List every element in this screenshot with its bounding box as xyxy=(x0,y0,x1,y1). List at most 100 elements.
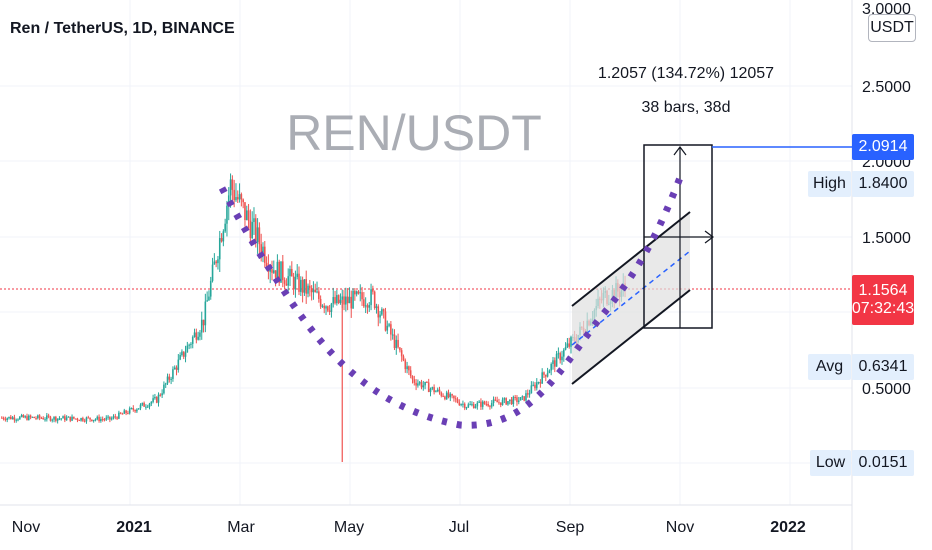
candle-body xyxy=(242,199,244,203)
candle-body xyxy=(323,305,326,309)
candle-body xyxy=(281,261,284,281)
candle-body xyxy=(245,210,248,220)
candle-body xyxy=(361,292,363,300)
candle-body xyxy=(429,388,432,393)
candle-body xyxy=(139,404,142,409)
candle-body xyxy=(240,194,243,200)
candle-body xyxy=(229,179,232,196)
price-tick-1-5: 1.5000 xyxy=(862,230,911,247)
candle-body xyxy=(544,374,547,377)
candle-body xyxy=(280,261,282,283)
candle-body xyxy=(552,360,554,364)
time-tick-2021: 2021 xyxy=(116,519,152,536)
channel-mid-line xyxy=(571,250,691,346)
candle-body xyxy=(512,396,515,405)
countdown-value: 07:32:43 xyxy=(851,300,915,317)
candle-body xyxy=(516,397,518,403)
candle-body xyxy=(462,403,464,405)
candle-body xyxy=(318,291,320,299)
candle-body xyxy=(393,334,396,349)
candle-body xyxy=(564,347,567,350)
candle-body xyxy=(550,363,552,371)
candle-body xyxy=(51,419,54,421)
candle-body xyxy=(107,416,109,418)
candle-body xyxy=(343,296,345,305)
candle-body xyxy=(150,401,153,404)
candle-body xyxy=(408,366,410,371)
candle-body xyxy=(424,381,426,386)
candle-body xyxy=(485,403,488,405)
candle-body xyxy=(283,280,286,284)
candle-body xyxy=(346,296,349,304)
candle-body xyxy=(377,306,380,318)
candle-body xyxy=(200,319,203,333)
candle-body xyxy=(496,400,498,403)
candle-body xyxy=(310,288,313,293)
candle-body xyxy=(130,408,133,410)
candle-body xyxy=(492,399,495,404)
candle-body xyxy=(570,337,572,347)
candle-body xyxy=(159,394,162,396)
measure-vertical-arrowhead xyxy=(673,146,687,156)
candle-body xyxy=(483,401,486,404)
candle-body xyxy=(58,418,61,420)
candle-body xyxy=(87,417,90,419)
candle-body xyxy=(170,378,172,380)
candle-body xyxy=(291,268,293,277)
candle-body xyxy=(553,360,556,367)
candle-body xyxy=(399,347,401,351)
candle-body xyxy=(535,382,538,389)
candle-body xyxy=(418,382,421,384)
currency-unit-button[interactable]: USDT xyxy=(868,14,916,42)
candle-body xyxy=(373,291,376,309)
candle-body xyxy=(137,408,140,410)
candle-body xyxy=(471,404,473,406)
candle-body xyxy=(528,393,531,395)
candle-body xyxy=(546,373,549,377)
candle-body xyxy=(363,299,365,307)
candle-body xyxy=(92,419,95,422)
measure-text-2: 38 bars, 38d xyxy=(642,99,731,116)
candle-body xyxy=(271,269,273,273)
candle-body xyxy=(80,418,82,421)
candle-body xyxy=(321,305,324,307)
candle-body xyxy=(128,408,131,414)
candle-body xyxy=(56,418,59,421)
candle-body xyxy=(146,406,149,408)
candle-body xyxy=(206,300,208,302)
high-value-box: 1.8400 xyxy=(852,171,914,197)
candle-body xyxy=(442,395,444,397)
candle-body xyxy=(211,264,214,281)
candle-body xyxy=(89,417,91,420)
candle-body xyxy=(31,416,34,418)
last-price-value: 1.1564 xyxy=(858,282,908,299)
candle-body xyxy=(384,311,387,331)
candle-body xyxy=(354,290,356,295)
candle-body xyxy=(172,369,174,379)
candle-body xyxy=(105,417,108,420)
candle-body xyxy=(22,415,25,418)
candle-body xyxy=(197,336,199,340)
candle-body xyxy=(375,306,378,309)
candle-body xyxy=(334,297,336,304)
candle-body xyxy=(568,343,571,347)
candle-body xyxy=(208,296,210,301)
candle-body xyxy=(152,398,154,402)
candle-body xyxy=(364,305,367,307)
candle-body xyxy=(298,273,300,292)
candle-body xyxy=(303,279,306,293)
candle-body xyxy=(94,419,97,421)
candle-body xyxy=(191,336,194,344)
candle-body xyxy=(263,246,266,263)
candle-body xyxy=(332,297,335,304)
candle-body xyxy=(249,220,252,239)
low-label: Low xyxy=(815,454,846,471)
candle-body xyxy=(487,404,489,406)
candle-body xyxy=(519,397,522,401)
candle-body xyxy=(276,261,279,278)
candle-body xyxy=(409,370,412,377)
time-tick-nov: Nov xyxy=(12,519,40,536)
chart-title: Ren / TetherUS, 1D, BINANCE xyxy=(10,20,235,37)
candle-body xyxy=(447,392,450,398)
